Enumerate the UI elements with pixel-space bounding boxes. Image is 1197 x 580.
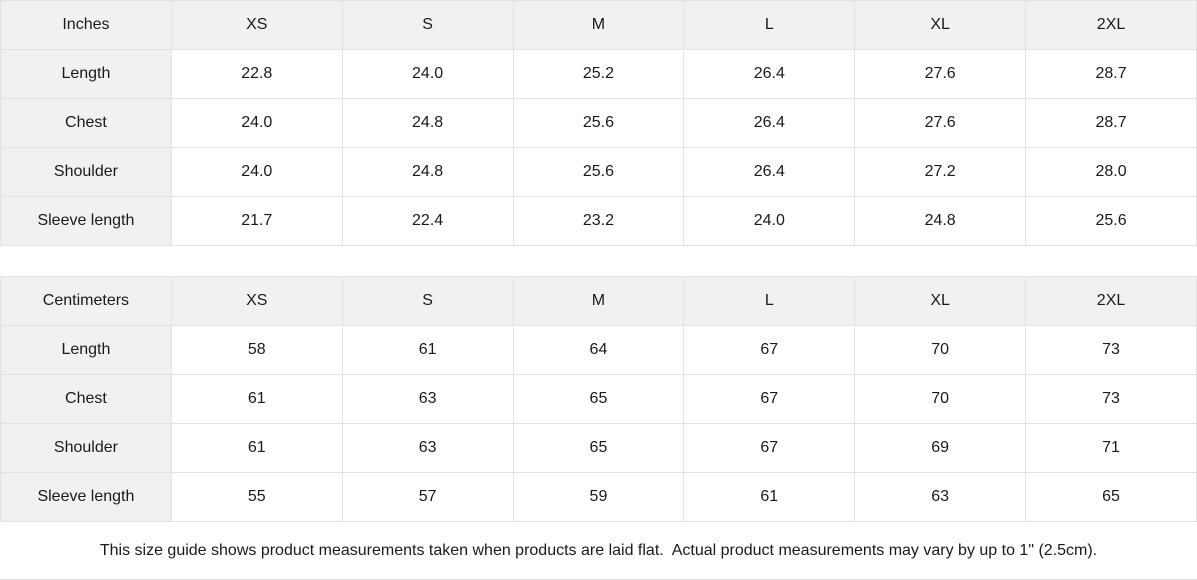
measurement-cell: 70 [854,374,1027,424]
size-column-header-xl: XL [854,276,1027,326]
measurement-cell: 24.0 [170,98,343,148]
row-label: Sleeve length [0,472,172,522]
measurement-cell: 22.4 [341,196,514,246]
measurement-row-sleeve-length: Sleeve length 55 57 59 61 63 65 [0,472,1197,522]
measurement-cell: 24.8 [341,147,514,197]
measurement-cell: 73 [1025,374,1197,424]
measurement-cell: 65 [1025,472,1197,522]
measurement-cell: 26.4 [683,98,856,148]
measurement-cell: 63 [854,472,1027,522]
centimeters-header-row: Centimeters XS S M L XL 2XL [0,276,1197,326]
measurement-cell: 61 [341,325,514,375]
measurement-cell: 70 [854,325,1027,375]
measurement-row-chest: Chest 24.0 24.8 25.6 26.4 27.6 28.7 [0,98,1197,148]
inches-header-row: Inches XS S M L XL 2XL [0,0,1197,50]
measurement-cell: 73 [1025,325,1197,375]
row-label: Sleeve length [0,196,172,246]
size-column-header-l: L [683,276,856,326]
size-column-header-s: S [341,276,514,326]
measurement-cell: 59 [512,472,685,522]
row-label: Shoulder [0,147,172,197]
size-guide-note: This size guide shows product measuremen… [0,522,1197,580]
measurement-cell: 21.7 [170,196,343,246]
measurement-cell: 25.6 [1025,196,1197,246]
measurement-cell: 22.8 [170,49,343,99]
measurement-cell: 27.6 [854,49,1027,99]
row-label: Length [0,49,172,99]
measurement-cell: 67 [683,325,856,375]
measurement-row-shoulder: Shoulder 24.0 24.8 25.6 26.4 27.2 28.0 [0,147,1197,197]
measurement-cell: 64 [512,325,685,375]
measurement-cell: 69 [854,423,1027,473]
measurement-cell: 63 [341,374,514,424]
measurement-cell: 27.6 [854,98,1027,148]
measurement-row-length: Length 58 61 64 67 70 73 [0,325,1197,375]
row-label: Length [0,325,172,375]
table-separator-gap [0,246,1197,276]
measurement-row-chest: Chest 61 63 65 67 70 73 [0,374,1197,424]
measurement-cell: 67 [683,374,856,424]
size-column-header-m: M [512,276,685,326]
measurement-cell: 55 [170,472,343,522]
measurement-row-length: Length 22.8 24.0 25.2 26.4 27.6 28.7 [0,49,1197,99]
size-column-header-xs: XS [170,276,343,326]
size-column-header-m: M [512,0,685,50]
measurement-cell: 24.0 [341,49,514,99]
row-label: Chest [0,374,172,424]
measurement-cell: 63 [341,423,514,473]
measurement-cell: 61 [170,423,343,473]
measurement-cell: 65 [512,374,685,424]
size-column-header-xs: XS [170,0,343,50]
measurement-cell: 25.2 [512,49,685,99]
unit-header-centimeters: Centimeters [0,276,172,326]
measurement-cell: 28.0 [1025,147,1197,197]
measurement-cell: 57 [341,472,514,522]
size-column-header-xl: XL [854,0,1027,50]
size-column-header-l: L [683,0,856,50]
measurement-row-sleeve-length: Sleeve length 21.7 22.4 23.2 24.0 24.8 2… [0,196,1197,246]
size-column-header-2xl: 2XL [1025,276,1197,326]
size-column-header-2xl: 2XL [1025,0,1197,50]
measurement-cell: 23.2 [512,196,685,246]
row-label: Chest [0,98,172,148]
measurement-cell: 65 [512,423,685,473]
measurement-cell: 71 [1025,423,1197,473]
measurement-cell: 24.8 [854,196,1027,246]
centimeters-size-table: Centimeters XS S M L XL 2XL Length 58 61… [0,276,1197,522]
measurement-cell: 25.6 [512,147,685,197]
measurement-row-shoulder: Shoulder 61 63 65 67 69 71 [0,423,1197,473]
measurement-cell: 26.4 [683,147,856,197]
inches-size-table: Inches XS S M L XL 2XL Length 22.8 24.0 … [0,0,1197,246]
measurement-cell: 24.0 [170,147,343,197]
measurement-cell: 61 [170,374,343,424]
measurement-cell: 26.4 [683,49,856,99]
unit-header-inches: Inches [0,0,172,50]
measurement-cell: 25.6 [512,98,685,148]
measurement-cell: 24.0 [683,196,856,246]
measurement-cell: 58 [170,325,343,375]
size-column-header-s: S [341,0,514,50]
measurement-cell: 27.2 [854,147,1027,197]
measurement-cell: 28.7 [1025,49,1197,99]
measurement-cell: 28.7 [1025,98,1197,148]
measurement-cell: 67 [683,423,856,473]
measurement-cell: 24.8 [341,98,514,148]
measurement-cell: 61 [683,472,856,522]
row-label: Shoulder [0,423,172,473]
